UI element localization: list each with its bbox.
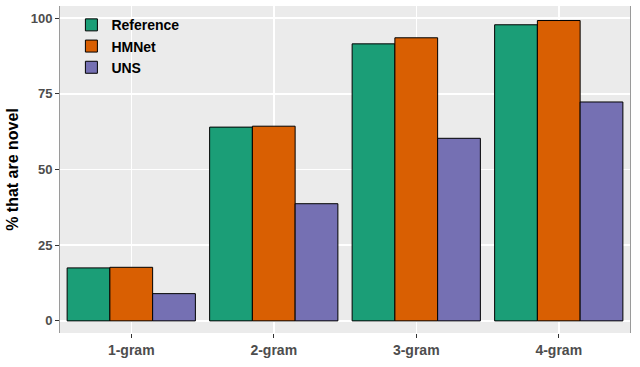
svg-text:2-gram: 2-gram	[250, 342, 297, 358]
svg-text:75: 75	[38, 86, 52, 101]
svg-text:0: 0	[45, 313, 52, 328]
svg-text:% that are novel: % that are novel	[4, 108, 21, 231]
svg-text:Reference: Reference	[111, 17, 179, 33]
svg-text:4-gram: 4-gram	[535, 342, 582, 358]
svg-text:3-gram: 3-gram	[393, 342, 440, 358]
svg-text:HMNet: HMNet	[111, 39, 156, 55]
svg-text:50: 50	[38, 162, 52, 177]
svg-text:UNS: UNS	[111, 60, 141, 76]
svg-text:100: 100	[31, 11, 53, 26]
svg-text:1-gram: 1-gram	[108, 342, 155, 358]
svg-text:25: 25	[38, 238, 52, 253]
